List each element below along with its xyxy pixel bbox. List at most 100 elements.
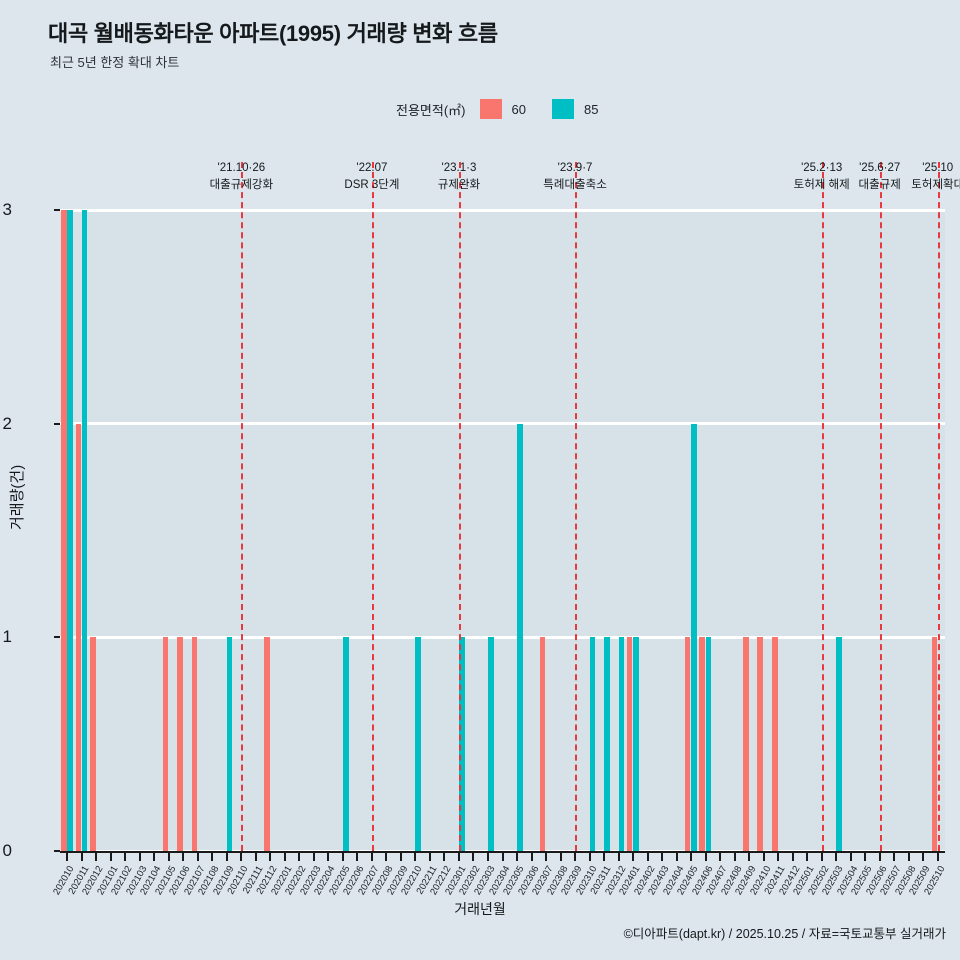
x-axis-tick-mark [109, 853, 112, 861]
x-axis-tick-mark [516, 853, 518, 861]
y-axis-tick-label: 0 [2, 841, 12, 860]
x-axis-tick-mark [196, 853, 199, 861]
x-axis-tick-mark [80, 853, 83, 861]
annotation-line [879, 162, 882, 851]
bar [633, 637, 639, 851]
bar [931, 637, 938, 851]
x-axis-tick-mark [399, 853, 402, 861]
x-axis-tick-mark [922, 853, 925, 861]
bar [836, 637, 842, 851]
annotation-text: 대출규제강화 [209, 179, 274, 191]
bar [742, 637, 749, 851]
bar [487, 637, 494, 851]
x-axis-tick-mark [936, 853, 939, 861]
bar [757, 637, 764, 851]
x-axis-tick-mark [907, 853, 910, 861]
x-axis-tick-mark [428, 853, 431, 861]
annotation-date: '25.6·27 [859, 162, 901, 174]
annotation-label: '25.10 토허제확대 [911, 160, 960, 194]
x-axis-line [60, 851, 945, 853]
annotation-date: '23.1·3 [441, 162, 477, 174]
y-axis-tick-mark [54, 636, 60, 639]
x-axis-tick-mark [646, 853, 649, 861]
annotation-date: '25.10 [922, 162, 954, 174]
annotation-label: '25.2·13 토허제 해제 [794, 160, 850, 194]
annotation-line [937, 162, 940, 851]
x-axis-tick-mark [617, 853, 620, 861]
x-axis-tick-mark [748, 853, 751, 861]
x-axis-tick-mark [559, 853, 562, 861]
x-axis-tick-mark [211, 853, 214, 861]
page-subtitle: 최근 5년 한정 확대 차트 [50, 55, 180, 70]
annotation-label: '22.07 DSR 3단계 [344, 160, 399, 194]
annotation-line [821, 162, 824, 851]
annotation-text: 토허제 해제 [793, 179, 850, 191]
x-axis-tick-mark [414, 853, 417, 861]
bar [684, 637, 691, 851]
x-axis-tick-mark [849, 853, 852, 861]
annotation-text: 규제완화 [437, 179, 481, 191]
annotation-line [575, 162, 578, 851]
x-axis-tick-mark [341, 853, 344, 861]
bar [517, 423, 523, 851]
bar [177, 637, 183, 851]
bar [691, 423, 697, 851]
annotation-date: '25.2·13 [801, 162, 843, 174]
x-axis-tick-mark [864, 853, 867, 861]
x-axis-tick-mark [283, 853, 286, 861]
bar [626, 637, 633, 851]
annotation-line [371, 162, 374, 851]
bar [618, 637, 625, 851]
x-axis-tick-mark [472, 853, 475, 861]
x-axis-tick-mark [632, 853, 635, 861]
x-axis-tick-mark [66, 853, 69, 861]
y-axis-tick-label: 3 [2, 200, 12, 219]
x-axis-tick-mark [457, 853, 460, 861]
x-axis-tick-mark [356, 853, 359, 861]
x-axis-tick-mark [501, 853, 504, 861]
x-axis-tick-mark [95, 853, 98, 861]
x-axis-tick-mark [704, 853, 707, 861]
bar [705, 637, 712, 851]
x-axis-tick-mark [603, 853, 606, 861]
x-axis-tick-mark [878, 853, 881, 861]
annotation-text: 대출규제 [858, 179, 901, 191]
annotation-date: '21.10·26 [217, 162, 266, 174]
bar [226, 637, 233, 851]
x-axis-tick-mark [312, 853, 315, 861]
x-axis-tick-mark [675, 853, 678, 861]
bar [771, 637, 778, 851]
bar [342, 637, 349, 851]
annotation-date: '23.9·7 [557, 162, 593, 174]
x-axis-tick-mark [661, 853, 664, 861]
legend-swatch-85 [551, 99, 574, 119]
bar [264, 637, 270, 851]
annotation-label: '25.6·27 대출규제 [859, 160, 901, 194]
x-axis-tick-mark [225, 853, 228, 861]
x-axis-tick-mark [791, 853, 794, 861]
bar [191, 637, 198, 851]
annotation-text: 특례대출축소 [543, 179, 607, 191]
gridline [60, 422, 945, 426]
x-axis-tick-mark [719, 853, 722, 861]
annotation-date: '22.07 [356, 162, 388, 174]
y-axis-tick-mark [54, 850, 60, 852]
x-axis-tick-mark [820, 853, 823, 861]
annotation-line [241, 162, 244, 851]
x-axis-tick-mark [182, 853, 185, 861]
x-axis-title: 거래년월 [454, 901, 506, 917]
x-axis-tick-mark [124, 853, 127, 861]
bar [589, 637, 596, 851]
y-axis-tick-mark [54, 422, 60, 425]
gridline [60, 635, 945, 639]
bar [539, 637, 546, 851]
y-axis-tick-label: 1 [2, 627, 12, 647]
x-axis-tick-mark [298, 853, 301, 861]
gridline [60, 208, 945, 212]
x-axis-tick-mark [545, 853, 548, 861]
footer-credit: ©디아파트(dapt.kr) / 2025.10.25 / 자료=국토교통부 실… [623, 927, 946, 941]
legend: 전용면적(㎡) 60 85 [396, 99, 624, 119]
legend-label-60: 60 [511, 101, 526, 117]
bar [604, 637, 610, 851]
